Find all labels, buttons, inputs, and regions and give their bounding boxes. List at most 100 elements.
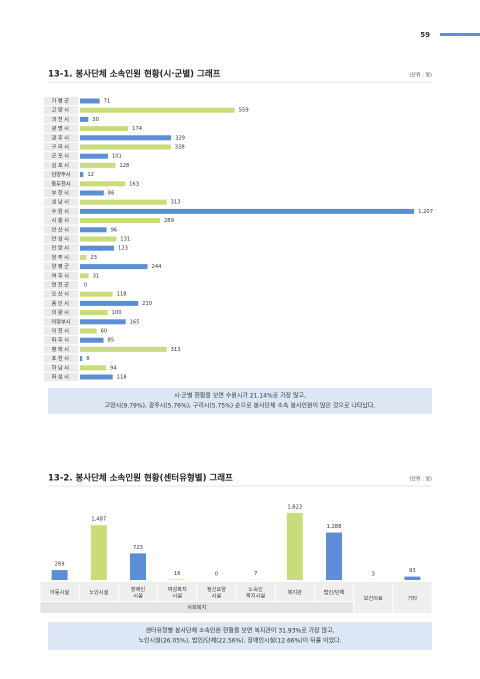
- category-label: 복지관: [288, 588, 303, 596]
- category-box: [44, 170, 78, 179]
- value-label: 30: [92, 117, 99, 123]
- value-label: 7: [254, 571, 257, 577]
- value-label: 93: [409, 568, 416, 574]
- category-box: [44, 308, 78, 317]
- value-label: 723: [133, 545, 143, 551]
- category-label: 수원시: [52, 207, 71, 215]
- category-box: [44, 253, 78, 262]
- category-box: [44, 106, 78, 115]
- value-label: 1,207: [418, 209, 433, 215]
- bar: [80, 310, 108, 316]
- category-label: 고양시: [52, 106, 71, 114]
- value-label: 94: [110, 365, 117, 371]
- category-cell: [314, 584, 354, 601]
- bar: [80, 208, 415, 214]
- bar: [80, 144, 171, 150]
- category-label: 노숙인: [248, 585, 263, 593]
- value-label: 1,487: [91, 517, 106, 523]
- value-label: 163: [129, 181, 139, 187]
- category-box: [44, 152, 78, 161]
- value-label: 101: [112, 154, 122, 160]
- category-label: 파주시: [52, 336, 71, 344]
- category-cell: [158, 584, 197, 601]
- value-label: 269: [55, 562, 65, 568]
- value-label: 71: [104, 99, 111, 105]
- category-label: 안성시: [52, 235, 71, 243]
- category-label: 김포시: [52, 162, 71, 169]
- bar: [80, 374, 113, 380]
- category-label: 하남시: [52, 363, 71, 371]
- category-box: [44, 189, 78, 197]
- value-label: 244: [152, 264, 163, 270]
- bar: [51, 570, 68, 580]
- value-label: 85: [108, 338, 115, 344]
- category-label: 안산시: [52, 225, 71, 233]
- category-box: [44, 345, 78, 354]
- category-box: [44, 262, 78, 271]
- bar: [80, 300, 139, 306]
- category-box: [44, 143, 78, 151]
- category-box: [44, 271, 78, 280]
- value-label: 313: [171, 200, 181, 206]
- chart-title: 13-2. 봉사단체 소속인원 현황(센터유형별) 그래프: [48, 473, 233, 484]
- category-label: 장애인: [131, 585, 146, 593]
- category-box: [44, 290, 78, 299]
- category-label: 여주시: [52, 271, 71, 279]
- value-label: 0: [215, 572, 218, 578]
- category-box: [44, 207, 78, 216]
- category-box: [44, 198, 78, 207]
- category-label: 안양시: [52, 244, 71, 252]
- value-label: 100: [112, 310, 122, 316]
- category-box: [44, 115, 78, 124]
- note-box: [48, 388, 432, 414]
- bar: [80, 126, 129, 132]
- group-label: 사회복지: [187, 603, 206, 611]
- bar: [80, 346, 167, 352]
- category-box: [44, 179, 78, 188]
- bar: [404, 576, 421, 580]
- note-box: [48, 622, 432, 650]
- value-label: 12: [87, 172, 94, 178]
- category-label: 노인시설: [89, 588, 108, 596]
- value-label: 559: [239, 108, 249, 114]
- bar: [80, 135, 172, 141]
- category-label: 기타: [408, 594, 418, 602]
- category-box: [44, 336, 78, 345]
- category-cell: [354, 584, 393, 613]
- value-label: 96: [111, 227, 118, 233]
- category-cell: [275, 584, 314, 601]
- page-number: 59: [420, 31, 430, 39]
- value-label: 118: [117, 292, 127, 298]
- bar: [80, 181, 126, 187]
- value-label: 31: [93, 273, 100, 279]
- bar: [80, 291, 113, 297]
- value-label: 118: [117, 375, 127, 381]
- bar: [80, 319, 126, 325]
- note-text: 시·군별 현황을 보면 수원시가 21.14%로 가장 많고,: [174, 392, 306, 400]
- category-label: 가평군: [52, 97, 71, 105]
- bar: [80, 264, 148, 270]
- category-box: [44, 225, 78, 234]
- category-box: [44, 354, 78, 363]
- value-label: 128: [119, 163, 129, 169]
- value-label: 131: [120, 237, 130, 243]
- category-box: [44, 235, 78, 243]
- unit-label: (단위 : 명): [409, 476, 432, 483]
- bar: [80, 273, 89, 279]
- category-label: 화성시: [52, 373, 71, 381]
- bar: [80, 328, 97, 334]
- bar: [130, 553, 146, 580]
- category-cell: [40, 584, 79, 601]
- value-label: 23: [90, 255, 97, 261]
- category-label: 시설: [133, 591, 143, 599]
- category-label: 연천군: [52, 281, 71, 289]
- bar: [80, 337, 104, 343]
- bar: [80, 162, 116, 168]
- bar: [90, 525, 107, 580]
- bar: [169, 579, 186, 580]
- category-label: 부천시: [52, 190, 71, 197]
- bar: [80, 236, 117, 242]
- chart-title: 13-1. 봉사단체 소속인원 현황(시·군별) 그래프: [48, 69, 221, 80]
- category-label: 광명시: [52, 125, 71, 132]
